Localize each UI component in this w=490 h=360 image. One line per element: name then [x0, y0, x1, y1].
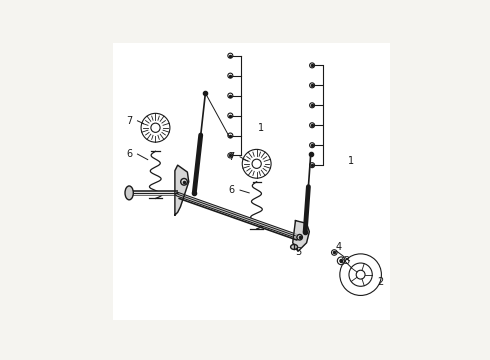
- Circle shape: [339, 259, 343, 263]
- Ellipse shape: [291, 244, 297, 249]
- Text: 2: 2: [377, 276, 383, 287]
- Text: 5: 5: [295, 247, 301, 257]
- Text: 4: 4: [335, 242, 342, 252]
- Text: 1: 1: [258, 123, 264, 133]
- Text: 6: 6: [229, 185, 235, 195]
- Text: 3: 3: [343, 256, 350, 266]
- FancyBboxPatch shape: [113, 43, 390, 320]
- Polygon shape: [293, 221, 309, 251]
- Text: 6: 6: [126, 149, 132, 159]
- Ellipse shape: [125, 186, 133, 200]
- Text: 7: 7: [126, 116, 132, 126]
- Polygon shape: [175, 165, 189, 215]
- Text: 1: 1: [348, 156, 354, 166]
- Text: 7: 7: [229, 152, 235, 162]
